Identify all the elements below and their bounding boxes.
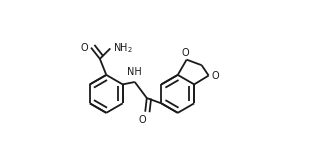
Text: O: O [81,43,88,53]
Text: O: O [211,71,219,81]
Text: NH$_2$: NH$_2$ [113,41,133,55]
Text: NH: NH [127,67,142,77]
Text: O: O [182,48,190,58]
Text: O: O [139,115,146,125]
